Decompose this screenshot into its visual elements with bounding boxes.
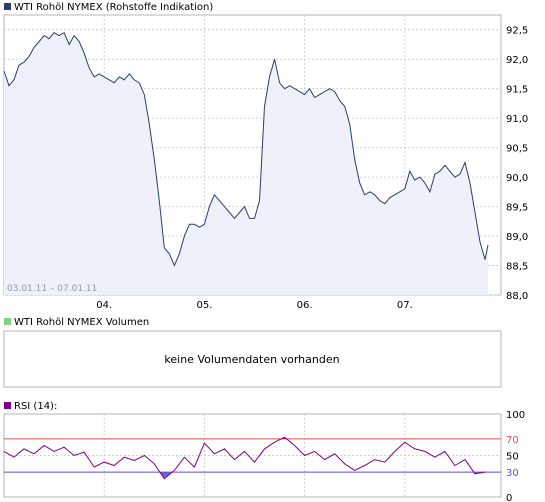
price-y-axis: 88,0 88,5 89,0 89,5 90,0 90,5 91,0 91,5 92,0 92,5 [506,26,528,302]
rsi-grid [4,414,501,497]
price-legend-label: WTI Rohöl NYMEX (Rohstoffe Indikation) [14,2,213,13]
price-legend-swatch [4,3,11,10]
volume-empty-message: keine Volumendaten vorhanden [164,353,339,366]
price-x-tick-label: 04. [96,300,112,311]
rsi-legend-label: RSI (14): [14,401,57,412]
rsi-y-tick-label: 30 [506,468,519,479]
price-y-tick-label: 90,5 [506,144,528,155]
rsi-y-axis: 0 30 50 70 100 [506,410,525,502]
volume-legend-swatch [4,318,11,325]
date-range-label: 03.01.11 – 07.01.11 [7,284,97,294]
price-y-tick-label: 88,5 [506,262,528,273]
price-x-tick-label: 07. [397,300,413,311]
rsi-y-tick-label: 0 [506,493,512,502]
price-y-tick-label: 92,5 [506,26,528,37]
price-y-tick-label: 89,5 [506,203,528,214]
price-y-tick-label: 90,0 [506,173,528,184]
price-area-fill [4,32,488,295]
rsi-legend-swatch [4,402,11,409]
rsi-y-tick-label: 100 [506,410,525,421]
price-line [3,31,489,267]
volume-plot-frame [3,330,502,388]
price-x-tick-label: 06. [297,300,313,311]
volume-legend-label: WTI Rohöl NYMEX Volumen [14,317,149,328]
price-y-tick-label: 88,0 [506,291,528,302]
price-y-tick-label: 91,5 [506,85,528,96]
rsi-y-tick-label: 50 [506,452,519,463]
price-y-tick-label: 92,0 [506,55,528,66]
price-y-tick-label: 89,0 [506,232,528,243]
price-x-axis: 04. 05. 06. 07. [96,300,413,311]
rsi-line [3,436,486,480]
price-x-tick-label: 05. [196,300,212,311]
rsi-y-tick-label: 70 [506,435,519,446]
price-y-tick-label: 91,0 [506,114,528,125]
